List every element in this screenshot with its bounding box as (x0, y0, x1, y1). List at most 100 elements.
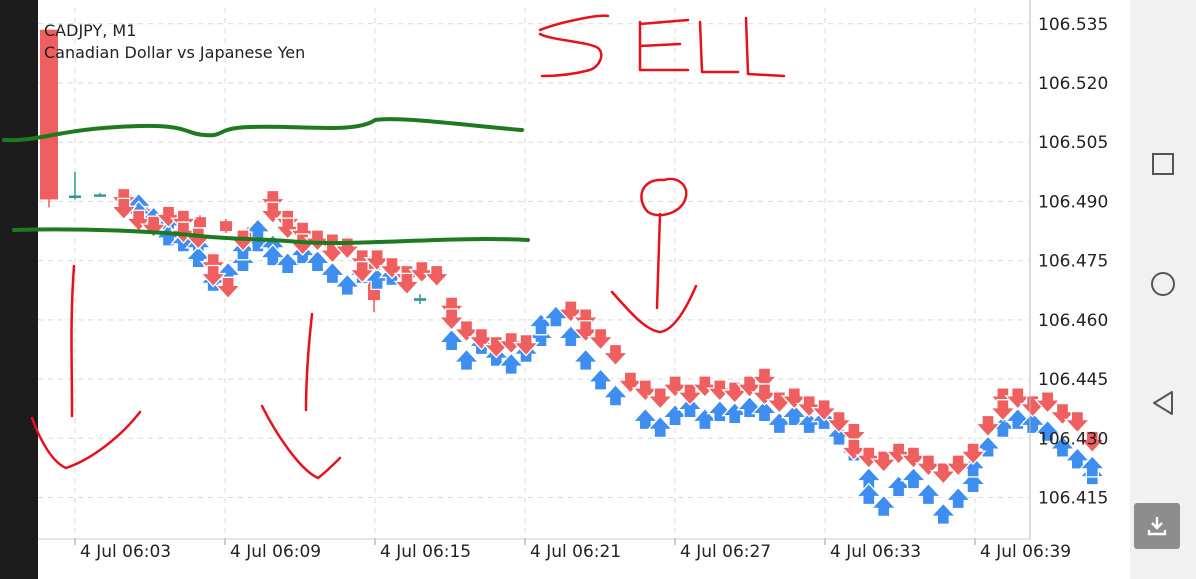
sell-arrow (214, 276, 242, 300)
sell-arrow (810, 399, 838, 422)
price-chart[interactable]: 106.535 106.520 106.505 106.490 106.475 106.4… (0, 0, 1130, 579)
time-tick-label: 4 Jul 06:33 (830, 542, 921, 562)
trade-arrows (110, 187, 1106, 525)
sell-arrow (393, 272, 421, 296)
sell-letter-l2 (744, 16, 786, 78)
buy-arrow (542, 304, 570, 328)
download-button[interactable] (1134, 503, 1180, 549)
price-tick-label: 106.520 (1038, 74, 1108, 94)
left-edge-strip (0, 0, 38, 579)
price-tick-label: 106.475 (1038, 252, 1108, 272)
buy-arrow (944, 486, 972, 510)
sell-arrow (169, 209, 197, 233)
sell-arrow (199, 252, 227, 276)
price-tick-label: 106.460 (1038, 311, 1108, 331)
buy-arrow (855, 482, 883, 506)
time-tick-label: 4 Jul 06:27 (680, 542, 771, 562)
buy-arrow (646, 415, 674, 439)
sell-arrow (512, 333, 540, 357)
time-axis: 4 Jul 06:03 4 Jul 06:09 4 Jul 06:15 4 Jul 0… (38, 538, 1071, 562)
lower-green-line (12, 227, 530, 245)
sell-arrow (1034, 391, 1062, 414)
buy-arrow (229, 249, 257, 273)
sell-letter-l1 (698, 20, 740, 74)
sell-arrow (825, 410, 853, 434)
buy-arrow (304, 249, 331, 273)
buy-arrow (900, 466, 927, 490)
buy-arrow (870, 494, 898, 518)
down-arrowhead-left (30, 410, 142, 470)
sell-arrow (587, 327, 615, 351)
sell-arrow (438, 308, 466, 331)
down-stroke-right (655, 212, 662, 310)
buy-arrow (751, 399, 778, 423)
buy-arrow (274, 251, 302, 275)
buy-arrow (318, 261, 346, 285)
down-stroke-middle (304, 312, 314, 412)
time-tick-label: 4 Jul 06:09 (230, 542, 321, 562)
buy-arrow (497, 352, 525, 375)
candle-body (194, 217, 206, 228)
buy-arrow (1034, 419, 1062, 443)
sell-arrow (944, 454, 972, 477)
candle-body (94, 194, 106, 197)
sell-arrow (572, 308, 600, 331)
candle-body (69, 195, 81, 199)
home-button[interactable] (1130, 259, 1196, 309)
buy-arrow (1049, 435, 1076, 458)
down-arrowhead-right (610, 284, 698, 334)
down-stroke-left (70, 264, 76, 418)
upper-green-line (2, 117, 524, 143)
back-button[interactable] (1130, 378, 1196, 428)
sell-arrow (110, 197, 138, 221)
buy-arrow (572, 348, 600, 371)
buy-arrow (959, 470, 987, 494)
sell-arrow (199, 264, 227, 288)
price-tick-label: 106.415 (1038, 488, 1108, 508)
android-nav-bar (1130, 0, 1196, 579)
time-tick-label: 4 Jul 06:15 (380, 542, 471, 562)
price-tick-label: 106.430 (1038, 429, 1108, 449)
candle-body (220, 221, 232, 232)
down-arrowhead-middle (260, 404, 342, 480)
chart-symbol-title: CADJPY, M1 (44, 21, 136, 40)
buy-arrow (914, 482, 942, 506)
sell-arrow (1078, 430, 1106, 454)
sell-arrow (423, 264, 451, 288)
sell-arrow (840, 422, 868, 446)
sell-arrow (140, 215, 168, 239)
buy-arrow (929, 502, 957, 525)
price-tick-label: 106.535 (1038, 15, 1108, 35)
sell-arrow (259, 189, 287, 213)
price-axis: 106.535 106.520 106.505 106.490 106.475 106.4… (1029, 0, 1108, 540)
time-tick-label: 4 Jul 06:21 (530, 542, 621, 562)
candle-body (40, 29, 58, 200)
buy-arrow (587, 368, 615, 391)
price-tick-label: 106.445 (1038, 370, 1108, 390)
sell-arrow (438, 296, 466, 320)
sell-arrow (974, 414, 1002, 438)
buy-arrow (602, 383, 629, 407)
sell-arrow (348, 260, 376, 284)
sell-arrow (1063, 410, 1091, 434)
chart-subtitle: Canadian Dollar vs Japanese Yen (44, 43, 305, 62)
handwritten-annotations (2, 14, 786, 480)
time-tick-label: 4 Jul 06:03 (80, 542, 171, 562)
square-icon (1152, 153, 1174, 175)
download-icon (1147, 517, 1167, 536)
sell-arrow (959, 442, 987, 466)
sell-arrow (989, 399, 1017, 422)
price-tick-label: 106.490 (1038, 192, 1108, 212)
time-tick-label: 4 Jul 06:39 (980, 542, 1071, 562)
price-tick-label: 106.505 (1038, 133, 1108, 153)
circle-icon (1151, 272, 1175, 296)
buy-arrow (557, 324, 585, 348)
buy-arrow (453, 348, 480, 371)
sell-arrow (646, 387, 674, 410)
buy-arrow (1078, 454, 1106, 478)
sell-letter-s (538, 14, 610, 78)
back-triangle-icon (1153, 391, 1173, 415)
handwritten-circle (640, 177, 688, 217)
candle-body (414, 298, 426, 301)
recents-button[interactable] (1130, 139, 1196, 189)
